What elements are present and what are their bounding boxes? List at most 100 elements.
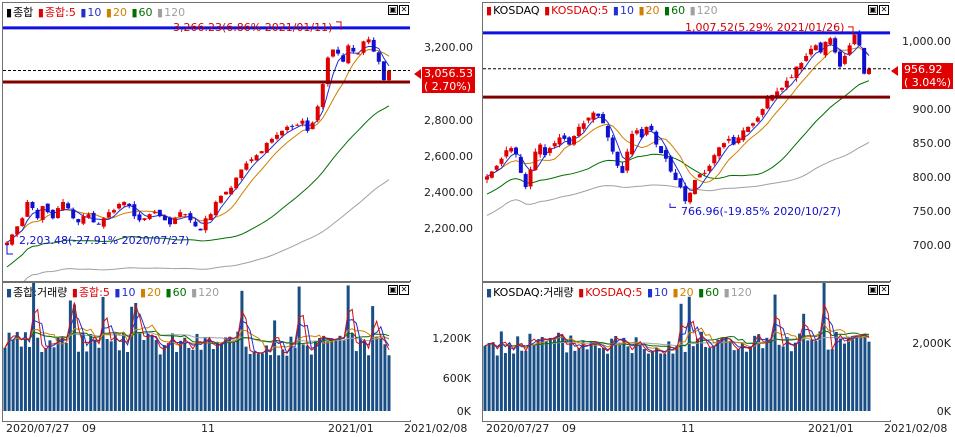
vtick: 0K	[936, 405, 951, 418]
candle-body	[654, 131, 659, 145]
maximize-icon[interactable]: ▣	[868, 285, 878, 295]
legend-ma60: 60	[172, 286, 187, 299]
volume-bar	[48, 340, 52, 411]
candle-body	[644, 126, 649, 135]
candle-body	[557, 137, 562, 145]
volume-bar	[732, 350, 736, 411]
volume-bar	[19, 346, 23, 411]
candle-body	[249, 159, 254, 162]
kospi-x-axis: 2020/07/27 09 11 2021/01 2021/02/08	[0, 421, 478, 437]
volume-bar	[581, 341, 585, 411]
close-icon[interactable]: ✕	[399, 285, 409, 295]
volume-bar	[60, 337, 64, 411]
candle-icon: ▮	[638, 4, 645, 17]
volume-bar	[248, 353, 252, 411]
volume-bar	[117, 350, 121, 411]
volume-bar	[354, 351, 358, 411]
candle-body	[244, 163, 249, 170]
ytick: 2,200.00	[424, 222, 473, 235]
volume-bar	[675, 345, 679, 411]
volume-bar	[207, 338, 211, 411]
candle-body	[779, 87, 784, 90]
kospi-price-chart[interactable]: ▮종합 ▮종합:5 ▮10 ▮20 ▮60 ▮120 ▣ ✕ 3,266.23(…	[2, 2, 411, 282]
volume-bar	[322, 335, 326, 411]
candle-body	[857, 31, 862, 46]
volume-bar	[362, 341, 366, 411]
kospi-volume-chart[interactable]: ▮종합:거래량 ▮종합:5 ▮10 ▮20 ▮60 ▮120 ▣ ✕	[2, 282, 411, 422]
volume-bar	[720, 337, 724, 411]
candle-body	[106, 212, 111, 218]
candle-body	[547, 148, 552, 153]
volume-bar	[691, 346, 695, 411]
volume-bar	[561, 335, 565, 411]
maximize-icon[interactable]: ▣	[388, 285, 398, 295]
ytick: 850.00	[912, 137, 952, 150]
volume-bar	[134, 302, 138, 411]
xtick: 2021/02/08	[404, 422, 468, 435]
candle-body	[290, 125, 295, 127]
candle-body	[122, 201, 127, 206]
volume-bar	[342, 340, 346, 411]
close-icon[interactable]: ✕	[879, 5, 889, 15]
candle-body	[239, 169, 244, 179]
price-legend: ▮종합 ▮종합:5 ▮10 ▮20 ▮60 ▮120	[6, 4, 186, 20]
ytick: 2,600.00	[424, 150, 473, 163]
volume-bar	[236, 331, 240, 411]
kosdaq-volume-chart[interactable]: ▮KOSDAQ:거래량 ▮KOSDAQ:5 ▮10 ▮20 ▮60 ▮120 ▣…	[482, 282, 891, 422]
candle-body	[586, 117, 591, 121]
volume-bar	[708, 347, 712, 411]
candle-body	[81, 216, 86, 224]
candle-icon: ▮	[157, 6, 164, 19]
volume-bar	[744, 351, 748, 411]
volume-bar	[252, 351, 256, 411]
candle-body	[630, 133, 635, 155]
volume-bar	[121, 332, 125, 411]
candle-icon: ▮	[689, 4, 696, 17]
candle-body	[5, 242, 9, 246]
volume-bar	[293, 347, 297, 411]
volume-bar	[260, 353, 264, 411]
candle-body	[25, 201, 30, 217]
volume-bar	[350, 333, 354, 411]
legend-ma120: 120	[198, 286, 220, 299]
candle-body	[45, 203, 50, 213]
candle-body	[387, 70, 391, 81]
maximize-icon[interactable]: ▣	[868, 5, 878, 15]
maximize-icon[interactable]: ▣	[388, 5, 398, 15]
volume-bar	[810, 339, 814, 411]
close-icon[interactable]: ✕	[399, 5, 409, 15]
volume-bar	[773, 294, 777, 411]
ytick: 2,800.00	[424, 114, 473, 127]
kosdaq-price-axis: 1,000.00 900.00 850.00 800.00 750.00 700…	[890, 2, 955, 280]
volume-bar	[577, 347, 581, 411]
volume-bar	[32, 283, 36, 411]
kosdaq-price-chart[interactable]: ▮KOSDAQ ▮KOSDAQ:5 ▮10 ▮20 ▮60 ▮120 ▣ ✕ 1…	[482, 2, 891, 282]
volume-bar	[842, 343, 846, 411]
candle-body	[514, 147, 519, 155]
candle-body	[361, 41, 366, 53]
vtick: 600K	[442, 372, 471, 385]
volume-bar	[85, 351, 89, 411]
volume-bar	[728, 340, 732, 411]
volume-bar	[528, 333, 532, 411]
ma60-line	[6, 105, 390, 268]
close-icon[interactable]: ✕	[879, 285, 889, 295]
volume-bar	[126, 351, 130, 411]
volume-bar	[358, 338, 362, 411]
volume-bar	[679, 303, 683, 411]
volume-bar	[11, 339, 15, 411]
volume-bar	[232, 340, 236, 411]
volume-bar	[220, 343, 224, 411]
volume-bar	[191, 349, 195, 411]
volume-bar	[700, 331, 704, 411]
candle-icon: ▮	[672, 286, 679, 299]
current-price-box: 956.92 ( 3.04%)	[902, 63, 954, 89]
xtick: 11	[201, 422, 215, 435]
candle-body	[731, 136, 736, 145]
volume-bar	[818, 331, 822, 411]
volume-bar	[610, 338, 614, 411]
candle-body	[40, 206, 45, 220]
volume-bar	[822, 283, 826, 411]
candle-body	[346, 45, 351, 64]
candle-body	[320, 84, 325, 107]
